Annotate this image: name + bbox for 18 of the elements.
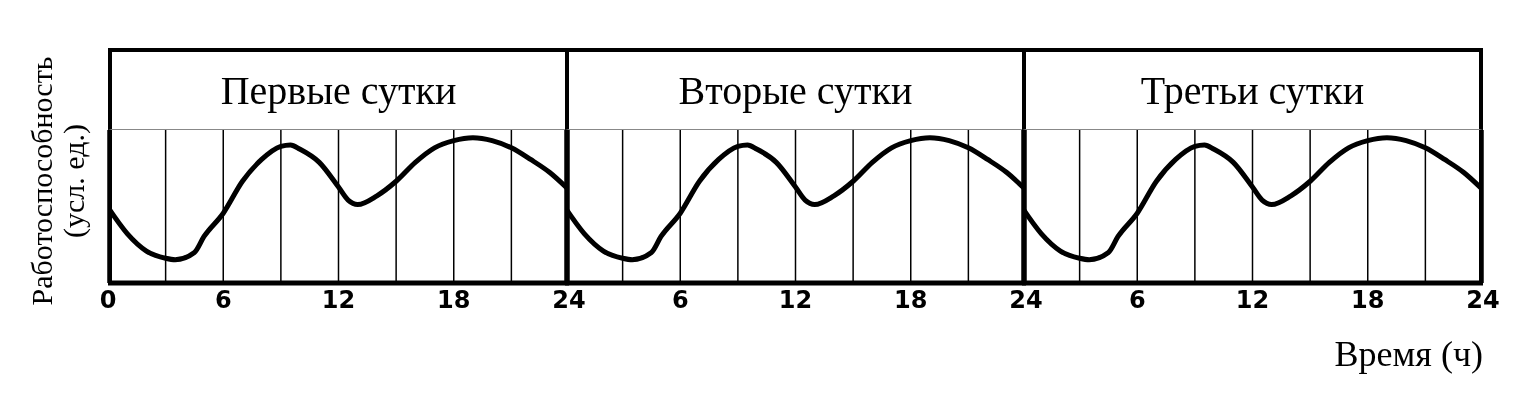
x-tick-label: 0 [99,286,117,315]
x-tick-label: 6 [214,286,232,315]
x-tick-label: 12 [778,286,813,315]
x-tick-label: 12 [1235,286,1270,315]
x-tick-label: 6 [1128,286,1146,315]
chart-title: Третьи сутки [1022,48,1483,130]
chart-title: Вторые сутки [565,48,1026,130]
x-tick-label: 24 [1009,286,1043,315]
chart-title: Первые сутки [108,48,569,130]
y-axis-title: Работоспособность (усл. ед.) [25,56,90,305]
x-tick-label: 18 [1351,286,1385,315]
x-tick-label: 6 [671,286,689,315]
x-tick-label: 24 [552,286,586,315]
x-tick-label: 12 [321,286,356,315]
x-axis-title: Время (ч) [1334,333,1483,375]
x-tick-label: 24 [1466,286,1500,315]
x-tick-label: 18 [894,286,928,315]
x-tick-label: 18 [437,286,471,315]
